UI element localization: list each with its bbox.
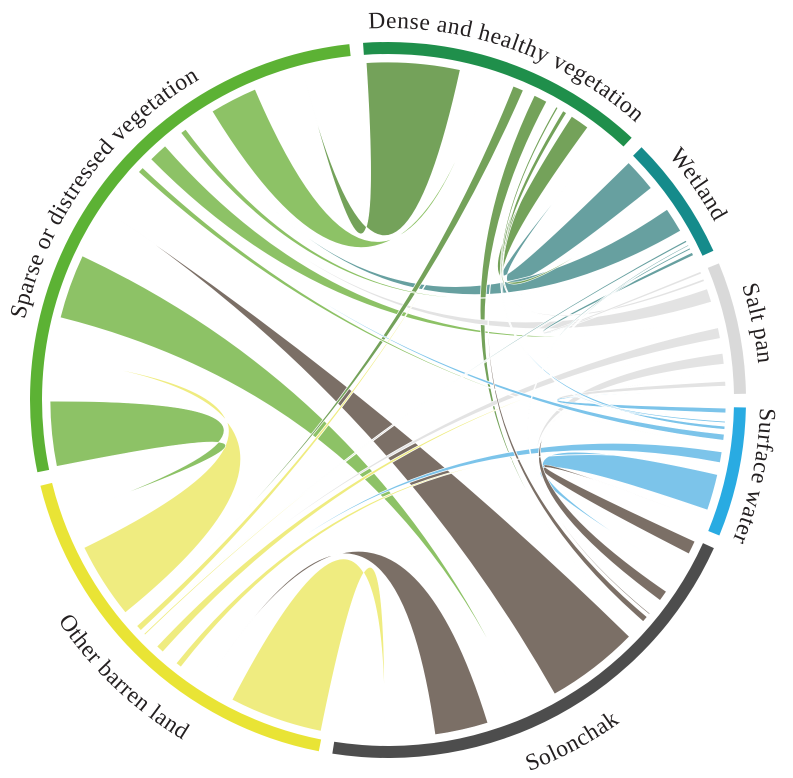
sector-arc-solonchak (332, 543, 714, 759)
ribbon-dense-and-healthy-vegetation-to-sparse-or-distressed-vegetation (302, 61, 461, 236)
ribbon-other-barren-land-to-dense-and-healthy-vegetation (136, 92, 530, 632)
ribbon-wetland-to-salt-pan (542, 251, 703, 334)
ribbon-wetland-to-solonchak (527, 244, 690, 616)
ribbon-salt-pan-to-other-barren-land (150, 327, 721, 641)
sector-arcs-layer (30, 41, 746, 759)
sector-arc-salt-pan (707, 263, 746, 394)
ribbons-layer (49, 61, 727, 738)
ribbon-wetland-to-dense-and-healthy-vegetation (501, 139, 652, 284)
ribbon-surface-water-to-salt-pan (556, 390, 727, 414)
ribbon-dense-and-healthy-vegetation-to-other-barren-land (130, 85, 524, 620)
ribbon-salt-pan-to-surface-water (556, 380, 727, 418)
ribbon-wetland-to-other-barren-land (142, 239, 688, 633)
ribbon-surface-water-to-dense-and-healthy-vegetation (501, 109, 726, 430)
ribbon-sparse-or-distressed-vegetation-to-surface-water (137, 167, 723, 447)
ribbon-dense-and-healthy-vegetation-to-surface-water (499, 106, 725, 432)
ribbon-other-barren-land-to-surface-water (175, 454, 720, 668)
ribbon-sparse-or-distressed-vegetation-to-other-barren-land (49, 400, 226, 515)
ribbon-other-barren-land-to-solonchak (231, 558, 385, 738)
ribbon-other-barren-land-to-salt-pan (156, 345, 722, 653)
ribbon-surface-water-to-solonchak (540, 451, 719, 574)
ribbon-solonchak-to-surface-water (541, 464, 705, 555)
sector-arc-wetland (633, 147, 714, 256)
ribbon-solonchak-to-salt-pan (538, 372, 725, 601)
sector-label-wetland: Wetland (664, 143, 732, 225)
ribbon-solonchak-to-other-barren-land (205, 550, 489, 736)
ribbon-salt-pan-to-dense-and-healthy-vegetation (502, 114, 705, 317)
ribbon-dense-and-healthy-vegetation-to-wetland (497, 115, 660, 285)
sector-arc-dense-and-healthy-vegetation (363, 41, 632, 147)
ribbon-surface-water-to-sparse-or-distressed-vegetation (146, 163, 725, 441)
ribbon-sparse-or-distressed-vegetation-to-dense-and-healthy-vegetation (211, 76, 488, 248)
ribbon-sparse-or-distressed-vegetation-to-salt-pan (150, 145, 716, 338)
ribbon-dense-and-healthy-vegetation-to-solonchak (479, 94, 637, 630)
ribbon-sparse-or-distressed-vegetation-to-wetland (180, 128, 684, 299)
ribbon-salt-pan-to-solonchak (536, 352, 725, 608)
sector-label-text: Wetland (664, 143, 732, 225)
ribbon-other-barren-land-to-sparse-or-distressed-vegetation (52, 358, 241, 614)
ribbon-salt-pan-to-wetland (542, 257, 702, 334)
ribbon-salt-pan-to-sparse-or-distressed-vegetation (172, 138, 712, 330)
ribbon-solonchak-to-wetland (527, 246, 690, 615)
sector-arc-surface-water (708, 407, 746, 536)
ribbon-solonchak-to-sparse-or-distressed-vegetation (107, 211, 630, 695)
ribbon-other-barren-land-to-wetland (143, 243, 688, 636)
ribbon-surface-water-to-other-barren-land (169, 442, 723, 659)
ribbon-sparse-or-distressed-vegetation-to-solonchak (59, 255, 523, 711)
ribbon-solonchak-to-dense-and-healthy-vegetation (487, 104, 648, 623)
ribbon-surface-water-to-wetland (547, 250, 726, 424)
ribbon-wetland-to-sparse-or-distressed-vegetation (198, 119, 682, 295)
ribbon-wetland-to-surface-water (546, 247, 726, 425)
